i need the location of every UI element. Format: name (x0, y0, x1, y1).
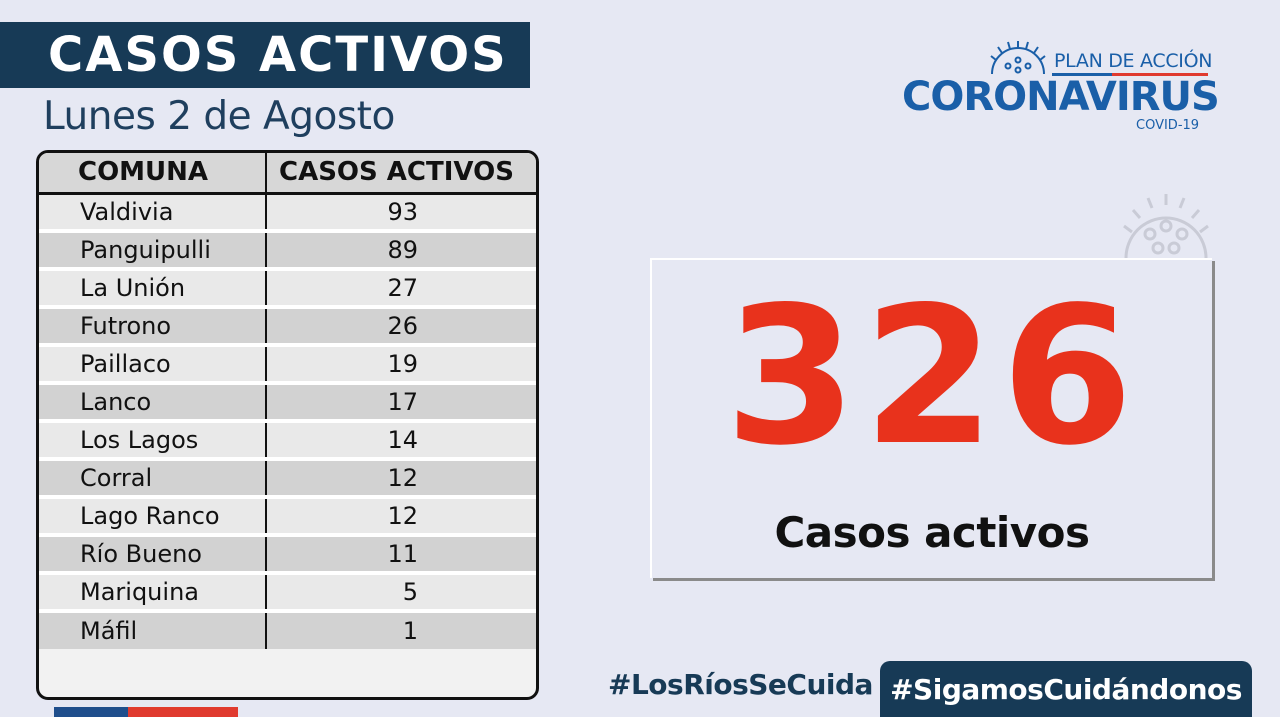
page-title: CASOS ACTIVOS (48, 27, 508, 83)
logo-underline-blue (1052, 73, 1112, 76)
comuna-cell: Futrono (39, 307, 267, 347)
comuna-cell: Los Lagos (39, 421, 267, 461)
comuna-cell: Corral (39, 459, 267, 499)
total-cases-label: Casos activos (774, 508, 1090, 557)
casos-cell: 12 (266, 459, 536, 499)
flag-stripe (54, 707, 238, 717)
virus-icon (990, 41, 1046, 75)
table-header-row: COMUNA CASOS ACTIVOS (39, 153, 536, 195)
logo-main-text: CORONAVIRUS (902, 74, 1220, 120)
comuna-cell: Lago Ranco (39, 497, 267, 537)
table-row: Los Lagos 14 (39, 421, 536, 461)
table-row: Máfil 1 (39, 611, 536, 649)
logo-underline-red (1112, 73, 1208, 76)
total-cases-number: 326 (724, 266, 1140, 487)
casos-cell: 26 (266, 307, 536, 347)
casos-cell: 14 (266, 421, 536, 461)
cases-table: COMUNA CASOS ACTIVOS Valdivia 93 Panguip… (36, 150, 539, 700)
casos-cell: 12 (266, 497, 536, 537)
table-row: Paillaco 19 (39, 345, 536, 385)
casos-cell: 89 (266, 231, 536, 271)
logo-underline (1052, 73, 1208, 76)
comuna-cell: La Unión (39, 269, 267, 309)
logo-covid-text: COVID-19 (1136, 118, 1200, 133)
logo-plan-text: PLAN DE ACCIÓN (1054, 50, 1213, 72)
comuna-cell: Mariquina (39, 573, 267, 613)
casos-cell: 19 (266, 345, 536, 385)
total-cases-card: 326 Casos activos (650, 258, 1212, 578)
flag-stripe-red (128, 707, 238, 717)
column-header-casos: CASOS ACTIVOS (266, 153, 536, 195)
table-row: Lago Ranco 12 (39, 497, 536, 537)
casos-cell: 17 (266, 383, 536, 423)
hashtag-los-rios: #LosRíosSeCuida (608, 668, 873, 701)
casos-cell: 27 (266, 269, 536, 309)
comuna-cell: Lanco (39, 383, 267, 423)
comuna-cell: Río Bueno (39, 535, 267, 575)
hashtag-sigamos: #SigamosCuidándonos (890, 672, 1242, 706)
hashtag-banner: #SigamosCuidándonos (880, 661, 1252, 717)
title-banner: CASOS ACTIVOS (0, 22, 530, 88)
table-row: Futrono 26 (39, 307, 536, 347)
casos-cell: 11 (266, 535, 536, 575)
decorative-virus-icon (1123, 194, 1209, 259)
table-row: Lanco 17 (39, 383, 536, 423)
casos-cell: 5 (266, 573, 536, 613)
column-header-comuna: COMUNA (39, 153, 267, 195)
table-row: Corral 12 (39, 459, 536, 499)
flag-stripe-blue (54, 707, 128, 717)
comuna-cell: Máfil (39, 611, 267, 649)
casos-cell: 1 (266, 611, 536, 649)
table-row: Panguipulli 89 (39, 231, 536, 271)
table-row: Valdivia 93 (39, 193, 536, 233)
comuna-cell: Valdivia (39, 193, 267, 233)
cases-table-grid: COMUNA CASOS ACTIVOS Valdivia 93 Panguip… (39, 153, 536, 649)
table-row: Río Bueno 11 (39, 535, 536, 575)
comuna-cell: Panguipulli (39, 231, 267, 271)
casos-cell: 93 (266, 193, 536, 233)
table-row: Mariquina 5 (39, 573, 536, 613)
date-subtitle: Lunes 2 de Agosto (43, 94, 395, 139)
table-row: La Unión 27 (39, 269, 536, 309)
coronavirus-logo: PLAN DE ACCIÓN CORONAVIRUS COVID-19 (900, 40, 1220, 140)
comuna-cell: Paillaco (39, 345, 267, 385)
